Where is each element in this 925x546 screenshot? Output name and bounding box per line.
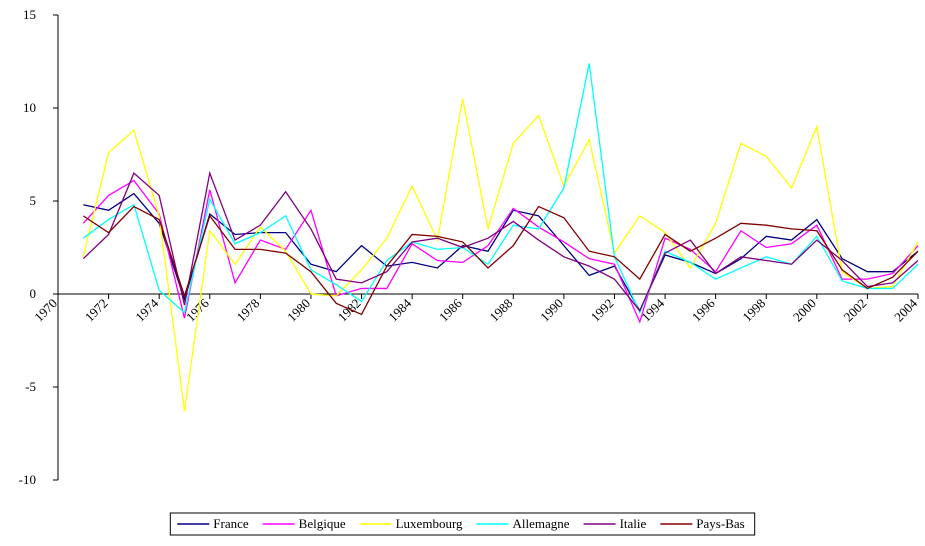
x-tick-label: 2004 [891,295,920,324]
y-tick-label: 5 [30,193,37,208]
series-line [82,205,919,316]
y-tick-label: 0 [30,286,37,301]
legend-box [169,512,756,536]
x-tick-label: 1978 [233,296,262,325]
legend-label: Luxembourg [396,516,463,531]
legend: France Belgique Luxembourg Allemagne Italie P… [169,512,756,536]
y-tick-label: 15 [23,7,36,22]
x-tick-label: 1998 [739,296,768,325]
x-tick-label: 1980 [284,296,313,325]
x-tick-label: 2000 [790,296,819,325]
x-tick-label: 1988 [486,296,515,325]
x-tick-label: 1992 [588,296,617,325]
x-tick-label: 1990 [537,296,566,325]
legend-label: Pays-Bas [696,516,744,531]
y-tick-label: 10 [23,100,36,115]
y-tick-label: -5 [25,379,36,394]
series-line [82,170,919,312]
x-tick-label: 1996 [689,295,718,324]
x-tick-label: 1986 [436,295,465,324]
series-line [82,179,919,324]
series-line [82,63,919,315]
legend-label: Italie [620,516,647,531]
series-line [83,192,919,313]
x-tick-label: 1994 [638,295,667,324]
y-tick-label: -10 [19,472,36,487]
x-tick-label: 2002 [841,296,870,325]
legend-label: France [213,516,249,531]
x-tick-label: 1984 [385,295,414,324]
legend-label: Allemagne [513,516,570,531]
legend-label: Belgique [299,516,346,531]
x-tick-label: 1972 [82,296,111,325]
x-tick-label: 1974 [132,295,161,324]
series-line [82,98,919,412]
